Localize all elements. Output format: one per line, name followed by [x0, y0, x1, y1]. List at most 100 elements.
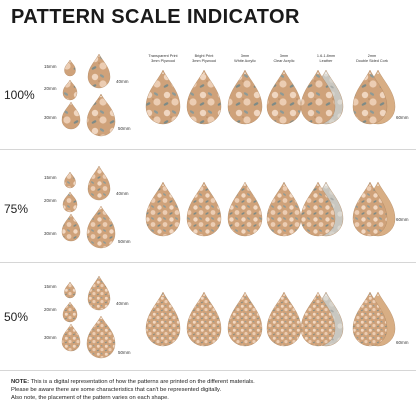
- drop-hole: [162, 72, 164, 74]
- material-header: Bright Print 3mm Plywood: [192, 54, 216, 63]
- note-line: Also note, the placement of the pattern …: [11, 395, 169, 401]
- drop-hole: [377, 184, 379, 186]
- cork-drop: [352, 181, 388, 237]
- material-drop: [186, 69, 222, 125]
- drop-hole: [317, 184, 319, 186]
- drop-hole: [325, 184, 327, 186]
- size-label: 60mm: [396, 340, 409, 345]
- drop-hole: [369, 294, 371, 296]
- drop-hole: [325, 294, 327, 296]
- size-30-drop: [61, 213, 81, 242]
- size-30-drop: [61, 101, 81, 130]
- size-30-drop: [61, 323, 81, 352]
- drop-hole: [369, 184, 371, 186]
- drop-hole: [244, 72, 246, 74]
- material-drop: [227, 69, 263, 125]
- size-20-drop: [62, 191, 78, 213]
- drop-hole: [317, 294, 319, 296]
- size-label: 20mm: [44, 86, 57, 91]
- size-20-drop: [62, 301, 78, 323]
- note-line: Please be aware there are some character…: [11, 387, 222, 393]
- size-label: 40mm: [116, 301, 129, 306]
- size-label: 15mm: [44, 284, 57, 289]
- note-line: This is a digital representation of how …: [30, 379, 255, 385]
- drop-hole: [98, 167, 100, 169]
- leather-drop: [300, 291, 336, 347]
- cork-drop: [352, 69, 388, 125]
- row-divider: [0, 149, 416, 150]
- material-drop: [186, 291, 222, 347]
- note-label: NOTE:: [11, 379, 30, 385]
- row-divider: [0, 262, 416, 263]
- size-label: 40mm: [116, 79, 129, 84]
- size-15-drop: [64, 171, 76, 189]
- size-label: 40mm: [116, 191, 129, 196]
- material-drop: [145, 291, 181, 347]
- material-header: 3mm Clear Acrylic: [273, 54, 295, 63]
- size-label: 50mm: [118, 350, 131, 355]
- size-label: 60mm: [396, 217, 409, 222]
- page-title: PATTERN SCALE INDICATOR: [11, 6, 300, 28]
- drop-hole: [69, 303, 71, 305]
- drop-hole: [70, 103, 72, 105]
- drop-hole: [69, 81, 71, 83]
- drop-hole: [283, 184, 285, 186]
- size-label: 20mm: [44, 198, 57, 203]
- drop-hole: [100, 95, 102, 98]
- scale-label: 50%: [4, 310, 29, 324]
- size-15-drop: [64, 59, 76, 77]
- drop-hole: [283, 294, 285, 296]
- drop-hole: [244, 184, 246, 186]
- note-block: NOTE: This is a digital representation o…: [11, 378, 407, 402]
- size-50-drop: [86, 205, 116, 249]
- size-label: 20mm: [44, 307, 57, 312]
- drop-hole: [244, 294, 246, 296]
- drop-hole: [69, 193, 71, 195]
- drop-hole: [369, 72, 371, 74]
- material-header: 3mm White Acrylic: [234, 54, 256, 63]
- drop-hole: [162, 294, 164, 296]
- scale-label: 75%: [4, 202, 29, 216]
- size-20-drop: [62, 79, 78, 101]
- drop-hole: [100, 207, 102, 210]
- material-drop: [227, 291, 263, 347]
- scale-label: 100%: [4, 88, 35, 102]
- leather-drop: [300, 181, 336, 237]
- drop-hole: [317, 72, 319, 74]
- material-header: 2mm Double Sided Cork: [356, 54, 388, 63]
- size-label: 30mm: [44, 115, 57, 120]
- drop-hole: [325, 72, 327, 74]
- drop-hole: [70, 325, 72, 327]
- drop-hole: [377, 72, 379, 74]
- drop-hole: [69, 61, 71, 63]
- drop-hole: [203, 72, 205, 74]
- size-label: 60mm: [396, 115, 409, 120]
- size-label: 50mm: [118, 126, 131, 131]
- size-label: 50mm: [118, 239, 131, 244]
- drop-hole: [100, 317, 102, 320]
- material-drop: [227, 181, 263, 237]
- size-label: 30mm: [44, 335, 57, 340]
- size-40-drop: [87, 275, 111, 311]
- drop-hole: [69, 173, 71, 175]
- drop-hole: [98, 277, 100, 279]
- drop-hole: [203, 294, 205, 296]
- drop-hole: [70, 215, 72, 217]
- material-drop: [186, 181, 222, 237]
- size-50-drop: [86, 315, 116, 359]
- size-40-drop: [87, 53, 111, 89]
- drop-hole: [98, 55, 100, 57]
- material-drop: [266, 69, 302, 125]
- drop-hole: [377, 294, 379, 296]
- material-drop: [266, 291, 302, 347]
- material-header: Transparent Print 3mm Plywood: [148, 54, 178, 63]
- material-header: 1.6-1.8mm Leather: [316, 54, 336, 63]
- size-15-drop: [64, 281, 76, 299]
- size-50-drop: [86, 93, 116, 137]
- size-label: 15mm: [44, 175, 57, 180]
- leather-drop: [300, 69, 336, 125]
- cork-drop: [352, 291, 388, 347]
- material-drop: [266, 181, 302, 237]
- material-drop: [145, 181, 181, 237]
